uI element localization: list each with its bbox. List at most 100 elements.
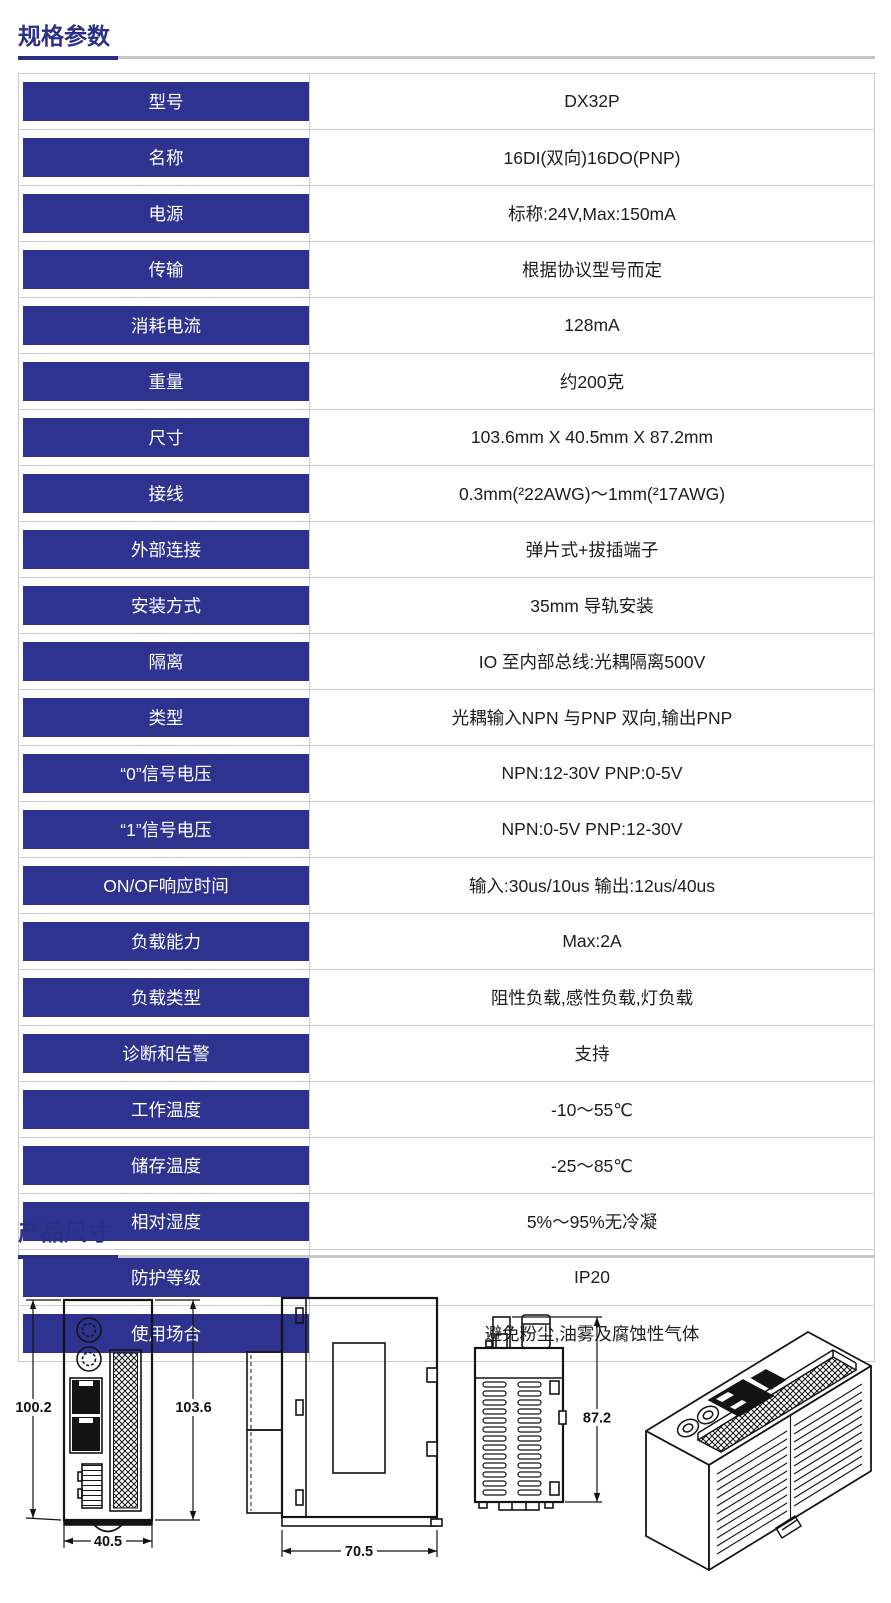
table-row: 型号 DX32P [18,73,875,130]
spec-label-cell: ON/OF响应时间 [18,857,310,914]
spec-value: 103.6mm X 40.5mm X 87.2mm [309,409,875,466]
table-row: “0”信号电压 NPN:12-30V PNP:0-5V [18,745,875,802]
table-row: 外部连接 弹片式+拔插端子 [18,521,875,578]
spec-label-cell: 类型 [18,689,310,746]
dim-label-height-left: 100.2 [15,1400,51,1416]
spec-label: 外部连接 [23,530,309,569]
spec-value: 支持 [309,1025,875,1082]
table-row: 尺寸 103.6mm X 40.5mm X 87.2mm [18,409,875,466]
front-view-drawing: 100.2 103.6 40.5 [15,1298,214,1550]
spec-value: 约200克 [309,353,875,410]
section-heading-specs: 规格参数 [18,23,110,49]
table-row: 接线 0.3mm(²22AWG)～1mm(²17AWG) [18,465,875,522]
table-row: 电源 标称:24V,Max:150mA [18,185,875,242]
table-row: 隔离 IO 至内部总线:光耦隔离500V [18,633,875,690]
spec-label-cell: 储存温度 [18,1137,310,1194]
spec-label: “0”信号电压 [23,754,309,793]
dim-label-depth: 70.5 [345,1544,373,1560]
table-row: 类型 光耦输入NPN 与PNP 双向,输出PNP [18,689,875,746]
spec-value: 根据协议型号而定 [309,241,875,298]
spec-label: 储存温度 [23,1146,309,1185]
spec-label: 诊断和告警 [23,1034,309,1073]
spec-label: “1”信号电压 [23,810,309,849]
spec-label-cell: 尺寸 [18,409,310,466]
spec-value: IO 至内部总线:光耦隔离500V [309,633,875,690]
spec-value: 标称:24V,Max:150mA [309,185,875,242]
top-view-drawing: 87.2 [473,1314,617,1511]
spec-label-cell: 负载类型 [18,969,310,1026]
spec-label: 名称 [23,138,309,177]
spec-label-cell: 隔离 [18,633,310,690]
dim-label-height-top-view: 87.2 [583,1411,611,1427]
spec-label: 重量 [23,362,309,401]
spec-value: 5%～95%无冷凝 [309,1193,875,1250]
spec-label-cell: 工作温度 [18,1081,310,1138]
spec-label: 隔离 [23,642,309,681]
spec-label-cell: 接线 [18,465,310,522]
spec-label: 接线 [23,474,309,513]
spec-label-cell: 安装方式 [18,577,310,634]
spec-value: NPN:0-5V PNP:12-30V [309,801,875,858]
spec-label: 负载类型 [23,978,309,1017]
spec-value: 0.3mm(²22AWG)～1mm(²17AWG) [309,465,875,522]
spec-label-cell: 名称 [18,129,310,186]
spec-label-cell: 诊断和告警 [18,1025,310,1082]
spec-label-cell: 负载能力 [18,913,310,970]
spec-label-cell: 消耗电流 [18,297,310,354]
spec-label: 相对湿度 [23,1202,309,1241]
side-view-drawing: 70.5 [246,1296,443,1560]
table-row: 诊断和告警 支持 [18,1025,875,1082]
spec-value: 35mm 导轨安装 [309,577,875,634]
spec-table: 型号 DX32P 名称 16DI(双向)16DO(PNP) 电源 标称:24V,Max… [18,73,875,1362]
spec-label-cell: 重量 [18,353,310,410]
spec-label: 消耗电流 [23,306,309,345]
spec-value: 16DI(双向)16DO(PNP) [309,129,875,186]
spec-label-cell: 外部连接 [18,521,310,578]
spec-label: 负载能力 [23,922,309,961]
table-row: ON/OF响应时间 输入:30us/10us 输出:12us/40us [18,857,875,914]
spec-value: IP20 [309,1249,875,1306]
spec-value: 阻性负载,感性负载,灯负载 [309,969,875,1026]
spec-label: 尺寸 [23,418,309,457]
spec-label: 安装方式 [23,586,309,625]
spec-label-cell: “0”信号电压 [18,745,310,802]
heading-underline [18,56,875,60]
spec-label-cell: 传输 [18,241,310,298]
spec-label: 型号 [23,82,309,121]
spec-label: 传输 [23,250,309,289]
table-row: 储存温度 -25～85℃ [18,1137,875,1194]
spec-value: NPN:12-30V PNP:0-5V [309,745,875,802]
underline-gray-segment [118,56,875,59]
spec-value: 弹片式+拔插端子 [309,521,875,578]
underline-gray-segment [118,1255,875,1258]
isometric-view-drawing [645,1331,872,1571]
spec-label-cell: 电源 [18,185,310,242]
spec-label: 防护等级 [23,1258,309,1297]
spec-label: 电源 [23,194,309,233]
table-row: “1”信号电压 NPN:0-5V PNP:12-30V [18,801,875,858]
dim-label-height-right: 103.6 [175,1400,211,1416]
spec-value: -10～55℃ [309,1081,875,1138]
spec-value: 光耦输入NPN 与PNP 双向,输出PNP [309,689,875,746]
dim-label-width: 40.5 [94,1534,122,1550]
spec-value: Max:2A [309,913,875,970]
underline-accent-segment [18,1255,118,1259]
section-heading-dimensions: 产品尺寸 [18,1219,110,1245]
table-row: 工作温度 -10～55℃ [18,1081,875,1138]
table-row: 防护等级 IP20 [18,1249,875,1306]
spec-label: ON/OF响应时间 [23,866,309,905]
spec-value: 输入:30us/10us 输出:12us/40us [309,857,875,914]
spec-label: 使用场合 [23,1314,309,1353]
spec-label-cell: 型号 [18,73,310,130]
spec-value: -25～85℃ [309,1137,875,1194]
table-row: 消耗电流 128mA [18,297,875,354]
spec-label: 工作温度 [23,1090,309,1129]
spec-value: DX32P [309,73,875,130]
table-row: 安装方式 35mm 导轨安装 [18,577,875,634]
table-row: 负载能力 Max:2A [18,913,875,970]
underline-accent-segment [18,56,118,60]
spec-label: 类型 [23,698,309,737]
spec-label-cell: 使用场合 [18,1305,310,1362]
table-row: 传输 根据协议型号而定 [18,241,875,298]
